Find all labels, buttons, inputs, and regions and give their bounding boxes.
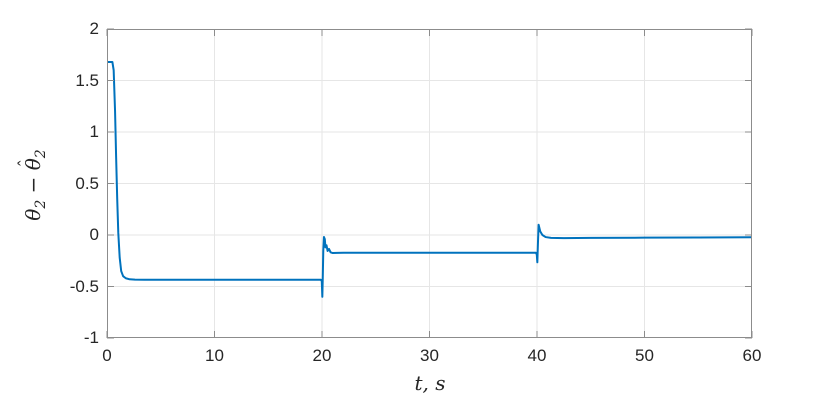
hat-accent: ˆ (16, 159, 37, 168)
y-tick-label: 1 (89, 122, 99, 141)
y-tick-label: -0.5 (69, 276, 99, 296)
y-axis-label: θ2 − ˆ θ2 (13, 85, 53, 285)
grid-lines (107, 29, 752, 338)
x-tick-label: 40 (527, 346, 547, 365)
ylabel-minus: − (21, 170, 45, 200)
ylabel-sub-hat: 2 (33, 149, 49, 159)
x-tick-label: 10 (205, 346, 224, 365)
y-tick-label: -1 (83, 328, 99, 347)
x-axis-label: t, s (330, 370, 530, 396)
y-tick-label: 0.5 (75, 173, 99, 193)
y-tick-label: 0 (89, 225, 99, 244)
x-tick-label: 20 (312, 346, 332, 365)
ylabel-theta: θ (21, 208, 45, 221)
series-line-theta2-error (107, 60, 753, 298)
x-tick-label: 50 (635, 346, 654, 365)
y-tick-label: 1.5 (75, 70, 99, 90)
y-tick-label: 2 (89, 19, 99, 38)
x-axis-label-text: t, s (414, 371, 446, 395)
x-tick-label: 0 (102, 346, 112, 365)
x-tick-label: 60 (742, 346, 762, 365)
tick-marks (106, 28, 753, 339)
ylabel-sub: 2 (33, 199, 49, 209)
x-tick-label: 30 (420, 346, 439, 365)
